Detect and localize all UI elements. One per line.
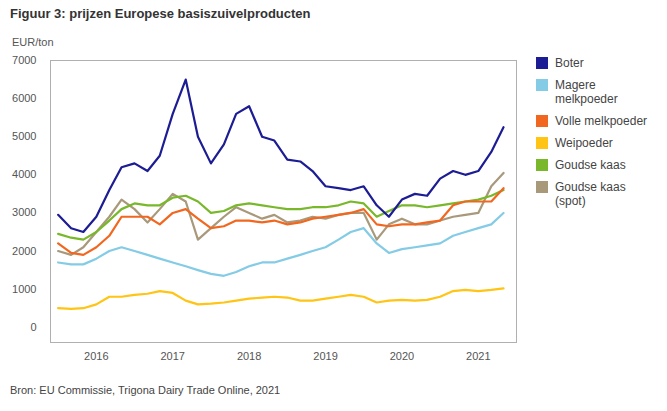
html-text:Goudse kaas (spot): Goudse kaas (spot) — [555, 180, 626, 208]
svg-text:2020: 2020 — [390, 350, 414, 362]
svg-text:7000: 7000 — [12, 54, 36, 66]
svg-text:4000: 4000 — [12, 168, 36, 180]
svg-text:2017: 2017 — [160, 350, 184, 362]
html-text:Boter: Boter — [555, 56, 584, 70]
html-text:Weipoeder: Weipoeder — [555, 136, 613, 150]
html-text:Volle melkpoeder: Volle melkpoeder — [555, 114, 648, 128]
svg-text:2018: 2018 — [237, 350, 261, 362]
html-text:Bron: EU Commissie, Trigona Da: Bron: EU Commissie, Trigona Dairy Trade … — [10, 384, 281, 396]
svg-text:1000: 1000 — [12, 283, 36, 295]
svg-text:3000: 3000 — [12, 206, 36, 218]
svg-text:2016: 2016 — [84, 350, 108, 362]
svg-text:5000: 5000 — [12, 130, 36, 142]
svg-text:6000: 6000 — [12, 92, 36, 104]
svg-text:2000: 2000 — [12, 245, 36, 257]
svg-text:2021: 2021 — [466, 350, 490, 362]
svg-text:0: 0 — [30, 321, 36, 333]
html-text:Magere melkpoeder: Magere melkpoeder — [555, 78, 618, 106]
svg-text:2019: 2019 — [313, 350, 337, 362]
html-text:EUR/ton: EUR/ton — [12, 36, 54, 48]
html-text:Figuur 3: prijzen Europese bas: Figuur 3: prijzen Europese basiszuivelpr… — [10, 6, 311, 21]
html-text:Goudse kaas: Goudse kaas — [555, 158, 626, 172]
